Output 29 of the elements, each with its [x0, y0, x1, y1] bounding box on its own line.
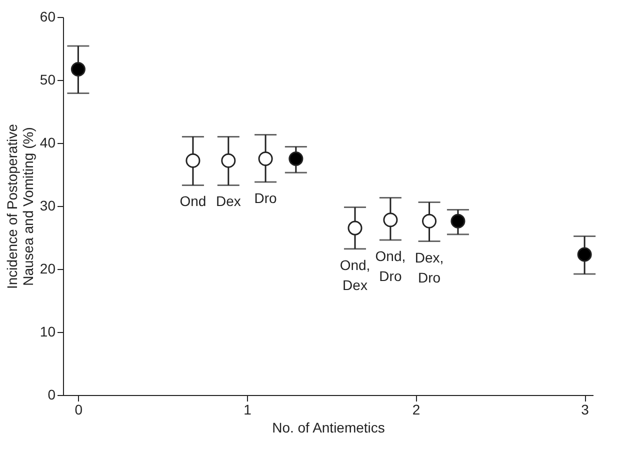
point [348, 220, 362, 236]
x-tick-label: 2 [412, 402, 420, 418]
y-tick-label: 20 [40, 260, 56, 276]
point [450, 214, 466, 228]
annotation: Dro [254, 190, 278, 206]
annotation: Dex, Dro [414, 249, 444, 286]
y-tick-label: 0 [48, 386, 56, 402]
annotation: Dex [216, 193, 241, 210]
y-tick-label: 50 [40, 72, 56, 88]
x-tick-label: 3 [581, 402, 590, 418]
y-axis-title: Incidence of Postoperative Nausea and Vomiting (%) [4, 124, 36, 289]
y-tick-label: 30 [40, 198, 56, 214]
x-tick-label: 1 [244, 402, 252, 418]
point [258, 151, 273, 166]
point [221, 153, 236, 168]
point [186, 153, 200, 168]
point [577, 247, 592, 262]
y-tick-label: 60 [40, 8, 56, 24]
y-tick-label: 40 [40, 134, 56, 150]
annotation: Ond, Dro [375, 248, 406, 284]
annotation: Ond [180, 193, 206, 210]
point [422, 214, 437, 228]
point [288, 151, 304, 166]
annotation: Ond, Dex [340, 256, 370, 293]
point [383, 212, 398, 228]
y-tick-label: 10 [40, 324, 56, 340]
point [70, 62, 86, 77]
x-tick-label: 0 [74, 402, 83, 418]
x-axis-title: No. of Antiemetics [272, 420, 385, 436]
